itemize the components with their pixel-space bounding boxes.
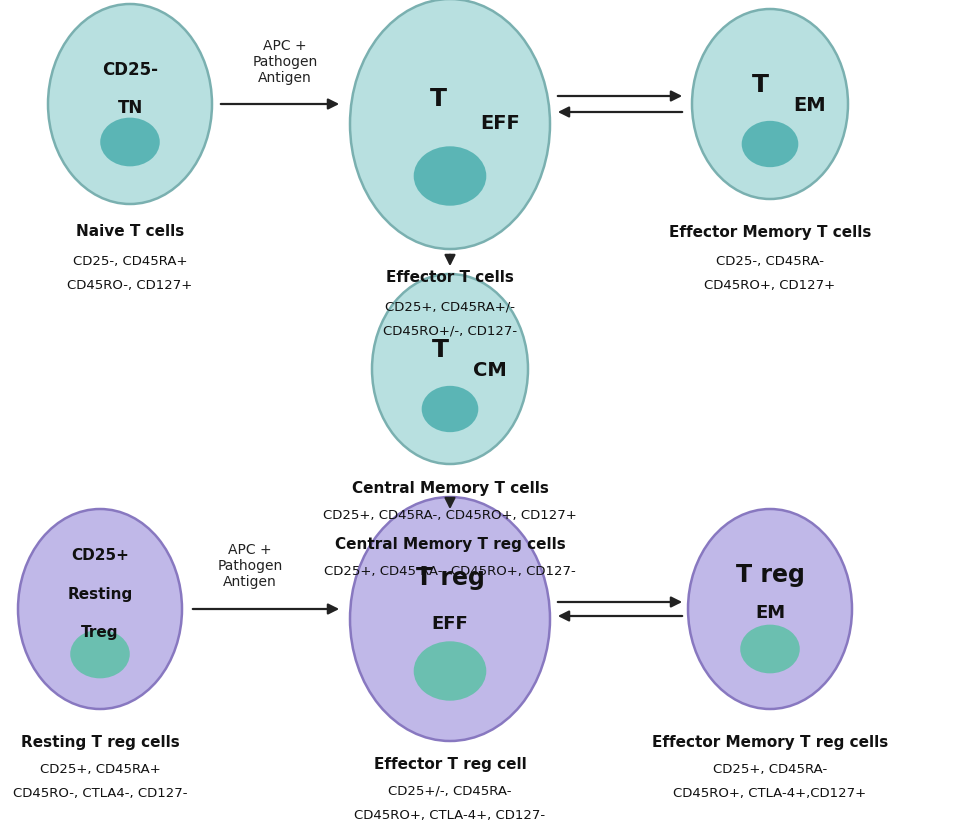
Ellipse shape bbox=[18, 509, 182, 709]
Text: Central Memory T reg cells: Central Memory T reg cells bbox=[334, 536, 565, 551]
Ellipse shape bbox=[741, 121, 798, 167]
Text: CD45RO-, CTLA4-, CD127-: CD45RO-, CTLA4-, CD127- bbox=[12, 788, 187, 800]
Text: T reg: T reg bbox=[736, 563, 805, 587]
Text: CD45RO+/-, CD127-: CD45RO+/-, CD127- bbox=[383, 325, 517, 338]
Ellipse shape bbox=[414, 147, 487, 206]
Text: EM: EM bbox=[793, 96, 826, 115]
Text: Central Memory T cells: Central Memory T cells bbox=[352, 481, 548, 497]
Text: CD25-: CD25- bbox=[102, 61, 158, 79]
Text: T: T bbox=[752, 73, 769, 97]
Text: CD25+, CD45RA-: CD25+, CD45RA- bbox=[713, 762, 827, 775]
Text: T reg: T reg bbox=[416, 565, 485, 589]
Text: CD25+, CD45RA+: CD25+, CD45RA+ bbox=[39, 762, 160, 775]
Text: Effector Memory T reg cells: Effector Memory T reg cells bbox=[651, 734, 888, 750]
Text: CD25+: CD25+ bbox=[71, 549, 129, 564]
Text: CM: CM bbox=[473, 362, 507, 381]
Text: CD25+, CD45RA-, CD45RO+, CD127+: CD25+, CD45RA-, CD45RO+, CD127+ bbox=[323, 509, 577, 522]
Text: CD25+, CD45RA+/-: CD25+, CD45RA+/- bbox=[385, 301, 515, 313]
Text: Resting: Resting bbox=[67, 587, 132, 602]
Ellipse shape bbox=[48, 4, 212, 204]
Ellipse shape bbox=[70, 630, 129, 678]
Ellipse shape bbox=[688, 509, 852, 709]
Text: CD45RO+, CTLA-4+, CD127-: CD45RO+, CTLA-4+, CD127- bbox=[354, 809, 545, 822]
Ellipse shape bbox=[350, 0, 550, 249]
Ellipse shape bbox=[414, 641, 487, 700]
Text: Resting T reg cells: Resting T reg cells bbox=[21, 734, 179, 750]
Text: Effector Memory T cells: Effector Memory T cells bbox=[669, 224, 871, 240]
Ellipse shape bbox=[350, 497, 550, 741]
Text: TN: TN bbox=[118, 99, 143, 117]
Ellipse shape bbox=[101, 118, 160, 166]
Text: CD25-, CD45RA+: CD25-, CD45RA+ bbox=[73, 255, 187, 269]
Text: CD45RO+, CD127+: CD45RO+, CD127+ bbox=[704, 279, 835, 293]
Text: EM: EM bbox=[755, 604, 785, 622]
Text: EFF: EFF bbox=[480, 114, 520, 133]
Text: CD45RO-, CD127+: CD45RO-, CD127+ bbox=[67, 279, 193, 293]
Text: APC +
Pathogen
Antigen: APC + Pathogen Antigen bbox=[252, 39, 318, 85]
Text: CD45RO+, CTLA-4+,CD127+: CD45RO+, CTLA-4+,CD127+ bbox=[673, 788, 867, 800]
Text: T: T bbox=[432, 338, 449, 362]
Ellipse shape bbox=[692, 9, 848, 199]
Ellipse shape bbox=[422, 386, 478, 432]
Text: EFF: EFF bbox=[432, 615, 468, 633]
Text: CD25+/-, CD45RA-: CD25+/-, CD45RA- bbox=[388, 784, 512, 798]
Text: Effector T cells: Effector T cells bbox=[386, 270, 513, 285]
Ellipse shape bbox=[741, 625, 800, 673]
Text: Naive T cells: Naive T cells bbox=[76, 224, 184, 240]
Text: T: T bbox=[429, 87, 446, 111]
Text: CD25+, CD45 RA-, CD45RO+, CD127-: CD25+, CD45 RA-, CD45RO+, CD127- bbox=[324, 564, 576, 578]
Ellipse shape bbox=[372, 274, 528, 464]
Text: Treg: Treg bbox=[81, 625, 119, 639]
Text: APC +
Pathogen
Antigen: APC + Pathogen Antigen bbox=[217, 543, 283, 589]
Text: Effector T reg cell: Effector T reg cell bbox=[374, 756, 526, 771]
Text: CD25-, CD45RA-: CD25-, CD45RA- bbox=[716, 255, 824, 269]
